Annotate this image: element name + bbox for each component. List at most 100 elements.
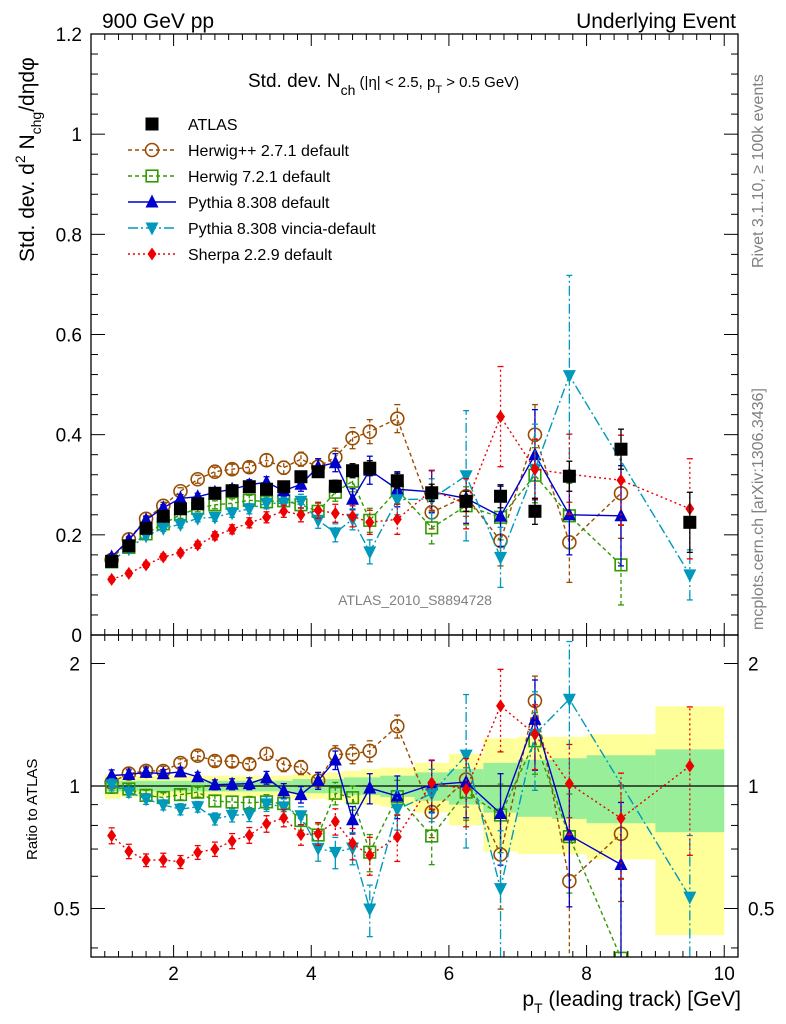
data-point: [362, 424, 378, 439]
ratio-point: [311, 842, 325, 856]
title-part-2: (|η| < 2.5, p: [355, 74, 435, 91]
data-point: [562, 370, 576, 384]
data-point: [294, 470, 308, 484]
data-point: [530, 462, 540, 476]
ratio-point: [330, 814, 340, 828]
ratio-point: [242, 796, 256, 810]
data-point: [328, 527, 342, 541]
ratio-point: [346, 812, 360, 826]
data-point: [210, 529, 220, 543]
data-point: [296, 508, 306, 522]
data-point: [191, 497, 205, 511]
ratio-point: [191, 801, 205, 815]
legend-marker: [145, 222, 159, 236]
y-tick-label: 1: [71, 125, 82, 146]
ratio-point: [242, 808, 256, 822]
legend-marker: [147, 247, 157, 261]
x-tick-label: 6: [444, 964, 455, 985]
ratio-point: [459, 749, 473, 763]
y-tick-label: 1.2: [56, 25, 82, 46]
xlabel-part-2: (leading track) [GeV]: [543, 988, 741, 1011]
y-tick-label: 0.2: [56, 526, 82, 547]
ratio-point: [124, 844, 134, 858]
ylabel-sub-chg: chg: [28, 112, 44, 135]
ratio-point: [156, 766, 170, 780]
ratio-point: [139, 793, 153, 807]
xlabel-sub-t: T: [534, 1000, 543, 1016]
data-point: [139, 521, 153, 535]
data-point: [141, 558, 151, 572]
ylabel-part-2: N: [16, 134, 39, 155]
ratio-point: [122, 766, 136, 780]
y-tick-label: 0.8: [56, 225, 82, 246]
ratio-point: [392, 830, 402, 844]
data-point: [293, 451, 309, 467]
x-tick-label: 10: [714, 964, 735, 985]
ratio-point: [208, 794, 222, 808]
data-point: [494, 508, 508, 522]
ratio-point: [294, 810, 308, 824]
legend-item: Sherpa 2.2.9 default: [128, 247, 333, 264]
ratio-tick-label: 1: [748, 777, 759, 798]
data-point: [348, 509, 358, 523]
data-point: [208, 486, 222, 500]
legend-label: Herwig++ 2.7.1 default: [188, 143, 350, 160]
ratio-point: [141, 853, 151, 867]
ratio-point: [227, 834, 237, 848]
data-point: [494, 489, 508, 503]
data-point: [122, 539, 136, 553]
y-tick-label: 0: [71, 626, 82, 647]
ratio-point: [107, 829, 117, 843]
legend: ATLAS Herwig++ 2.7.1 default Herwig 7.2.1 …: [128, 117, 376, 264]
ratio-point: [425, 788, 439, 802]
data-point: [173, 490, 187, 504]
legend-item: Herwig 7.2.1 default: [128, 169, 331, 186]
ylabel-part-4: /dηdφ: [16, 57, 39, 112]
ratio-point: [210, 842, 220, 856]
ratio-point: [139, 764, 153, 778]
ratio-point: [425, 829, 439, 843]
ratio-point: [279, 811, 289, 825]
ratio-tick-label: 1: [69, 777, 80, 798]
data-point: [390, 494, 404, 508]
data-point: [294, 476, 308, 490]
ratio-point: [173, 788, 188, 802]
data-point: [311, 465, 325, 479]
ratio-point: [313, 827, 323, 841]
data-point: [496, 410, 506, 424]
data-point: [330, 506, 340, 520]
ratio-point: [225, 795, 239, 809]
x-tick-label: 4: [306, 964, 317, 985]
ratio-point: [122, 786, 136, 800]
ratio-point: [390, 803, 404, 817]
ratio-series-sherpa-2-2-9-default: [107, 668, 695, 880]
ratio-point: [262, 817, 272, 831]
ratio-point: [225, 809, 239, 823]
data-point: [276, 460, 292, 476]
title-sub-ch: ch: [341, 82, 356, 98]
data-point: [683, 569, 697, 583]
legend-marker: [145, 117, 159, 131]
data-point: [225, 484, 239, 498]
data-point: [242, 480, 256, 494]
legend-item: Pythia 8.308 vincia-default: [128, 221, 376, 238]
ratio-point: [175, 855, 185, 869]
data-point: [313, 503, 323, 517]
legend-marker: [145, 194, 159, 208]
ratio-point: [328, 752, 342, 766]
ratio-point: [191, 769, 205, 783]
ratio-point: [494, 806, 508, 820]
data-point: [425, 486, 439, 500]
ratio-point: [105, 779, 119, 793]
ratio-point: [224, 754, 240, 769]
data-point: [105, 554, 119, 568]
data-point: [562, 469, 576, 483]
data-point: [225, 507, 239, 521]
ratio-point: [293, 760, 309, 775]
chart-title: Std. dev. Nch (|η| < 2.5, pT > 0.5 GeV): [248, 71, 519, 98]
data-point: [244, 516, 254, 530]
x-tick-label: 8: [581, 964, 592, 985]
data-point: [279, 504, 289, 518]
ratio-y-axis-label: Ratio to ATLAS: [24, 759, 41, 860]
